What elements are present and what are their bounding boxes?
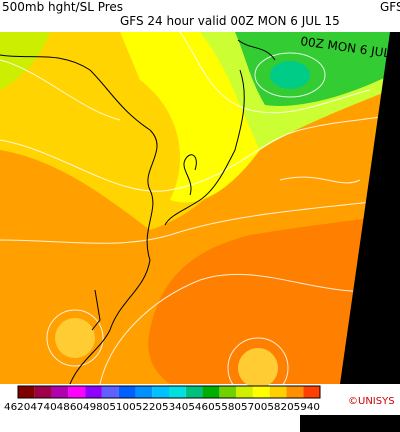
colorbar-swatch: [252, 386, 270, 398]
colorbar-frame: [17, 385, 321, 399]
field-yellowgreen: [0, 32, 50, 90]
colorbar-label: 5820: [267, 402, 293, 413]
colorbar-label: 5580: [215, 402, 241, 413]
field-green: [235, 32, 390, 106]
colorbar-swatch: [18, 386, 35, 398]
colorbar-swatch: [286, 386, 304, 398]
colorbar-swatch: [169, 386, 186, 398]
field-yellow: [0, 32, 236, 230]
colorbar-label: 4860: [57, 402, 83, 413]
colorbar-label: 4980: [83, 402, 109, 413]
contours: [0, 31, 391, 399]
map-edge-mask: [340, 32, 400, 384]
map-subtitle: GFS 24 hour valid 00Z MON 6 JUL 15: [120, 14, 340, 28]
colorbar-swatch: [202, 386, 220, 398]
colorbar-swatch: [34, 386, 52, 398]
colorbar-label: 5340: [162, 402, 188, 413]
colorbar: 5940582057005580546053405220510049804860…: [4, 385, 321, 413]
colorbar-swatch: [118, 386, 136, 398]
colorbar-label: 4740: [30, 402, 56, 413]
field-high-east: [238, 348, 278, 388]
map: 00Z MON 6 JUL 15: [0, 31, 400, 399]
colorbar-swatch: [51, 386, 69, 398]
map-title: 500mb hght/SL Pres: [2, 0, 123, 14]
colorbar-swatch: [68, 386, 86, 398]
colorbar-swatch: [236, 386, 253, 398]
colorbar-label: 5100: [109, 402, 135, 413]
colorbar-label: 5700: [241, 402, 267, 413]
colorbar-swatch: [152, 386, 169, 398]
colorbar-swatch: [135, 386, 153, 398]
colorbar-swatch: [303, 386, 320, 398]
coastlines: [0, 39, 276, 385]
field-dark-orange: [148, 215, 390, 384]
colorbar-label: 5460: [188, 402, 214, 413]
colorbar-swatch: [269, 386, 287, 398]
field-bright-yellow: [120, 32, 260, 203]
colorbar-swatch: [85, 386, 102, 398]
colorbar-swatch: [185, 386, 203, 398]
corner-block: [300, 415, 400, 432]
colorbar-label: 5940: [294, 402, 320, 413]
colorbar-swatch: [101, 386, 119, 398]
field-high-west: [55, 318, 95, 358]
colorbar-label: 5220: [136, 402, 162, 413]
field-teal: [270, 61, 310, 89]
colorbar-label: 4620: [4, 402, 30, 413]
colorbar-swatch: [219, 386, 237, 398]
edge-label: GFS: [380, 0, 400, 14]
credit: ©UNISYS: [348, 396, 395, 407]
